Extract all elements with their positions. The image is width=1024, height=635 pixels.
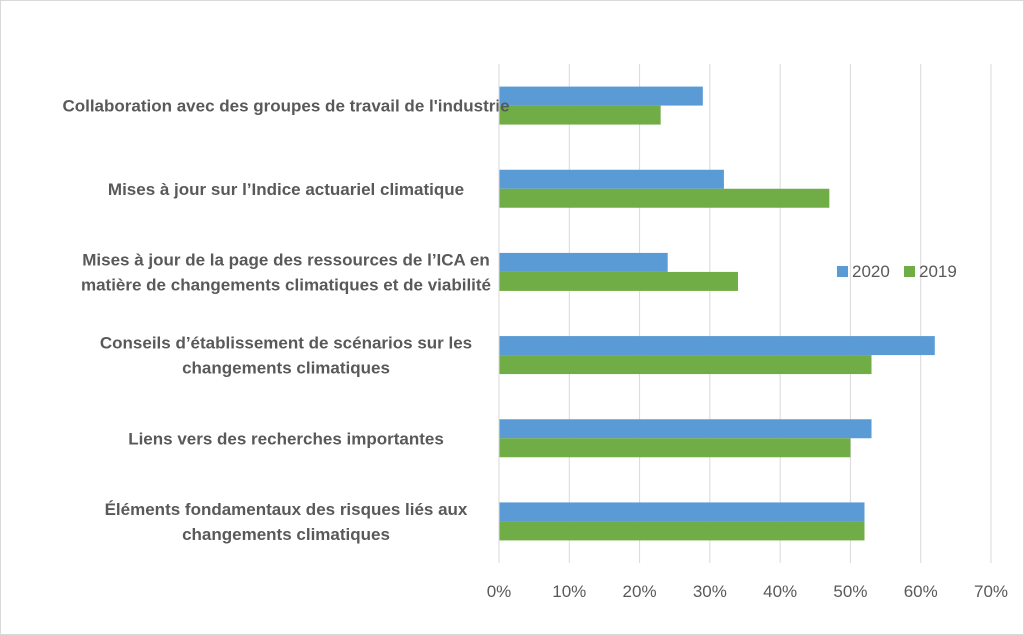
- category-label: Conseils d’établissement de scénarios su…: [100, 334, 472, 353]
- bar-2020: [499, 86, 703, 106]
- bar-2020: [499, 169, 724, 189]
- category-label: Éléments fondamentaux des risques liés a…: [105, 500, 468, 519]
- category-label: Mises à jour sur l’Indice actuariel clim…: [108, 180, 464, 199]
- x-tick-label: 70%: [974, 582, 1008, 601]
- x-tick-label: 60%: [904, 582, 938, 601]
- bar-2019: [499, 188, 830, 208]
- category-label: Mises à jour de la page des ressources d…: [82, 250, 490, 269]
- x-tick-label: 10%: [552, 582, 586, 601]
- bar-2019: [499, 521, 865, 541]
- bar-2020: [499, 252, 668, 272]
- bar-2020: [499, 336, 935, 356]
- category-label: Collaboration avec des groupes de travai…: [62, 97, 509, 116]
- bar-2020: [499, 419, 872, 439]
- legend-swatch-2019: [904, 266, 915, 277]
- legend-label-2020: 2020: [852, 262, 890, 281]
- x-tick-label: 50%: [833, 582, 867, 601]
- legend-label-2019: 2019: [919, 262, 957, 281]
- bar-2020: [499, 502, 865, 522]
- bar-2019: [499, 105, 661, 125]
- category-label: Liens vers des recherches importantes: [128, 429, 444, 448]
- x-tick-label: 20%: [623, 582, 657, 601]
- x-tick-label: 30%: [693, 582, 727, 601]
- x-tick-label: 40%: [763, 582, 797, 601]
- x-tick-label: 0%: [487, 582, 512, 601]
- category-label: matière de changements climatiques et de…: [81, 275, 491, 294]
- bar-2019: [499, 438, 851, 458]
- category-label: changements climatiques: [182, 525, 390, 544]
- bar-2019: [499, 271, 738, 291]
- category-label: changements climatiques: [182, 359, 390, 378]
- legend-swatch-2020: [837, 266, 848, 277]
- bar-2019: [499, 355, 872, 375]
